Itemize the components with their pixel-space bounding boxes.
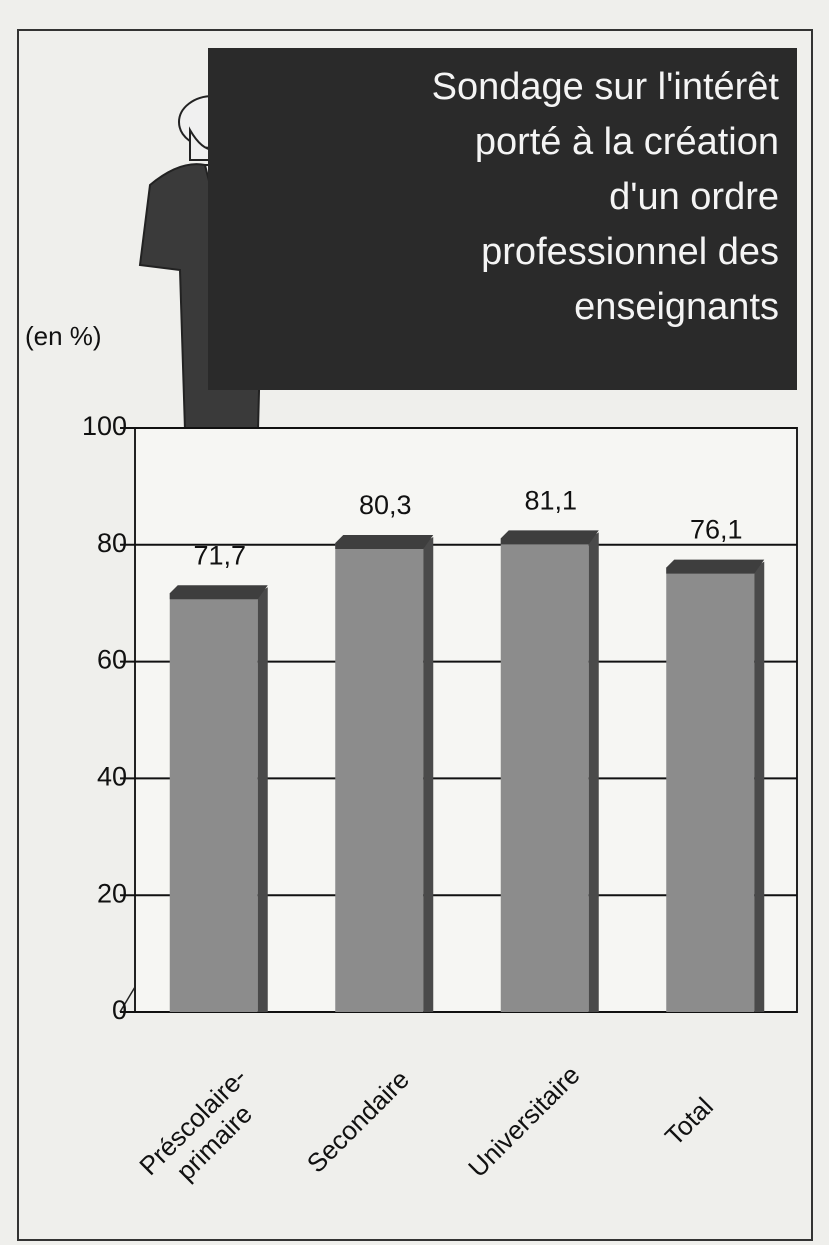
bar-side	[589, 532, 599, 1012]
bar-top	[335, 535, 433, 549]
chart-title: Sondage sur l'intérêt porté à la créatio…	[208, 48, 797, 390]
bar-side	[258, 587, 268, 1012]
y-tick-label: 80	[97, 528, 127, 558]
bar-top	[501, 530, 599, 544]
bar	[170, 593, 258, 1012]
y-tick-label: 40	[97, 762, 127, 792]
value-label: 81,1	[524, 486, 577, 516]
y-tick-label: 20	[97, 878, 127, 908]
y-tick-label: 100	[82, 411, 127, 441]
bar	[666, 568, 754, 1012]
y-tick-label: 0	[112, 995, 127, 1025]
value-label: 71,7	[193, 540, 246, 570]
value-label: 80,3	[359, 490, 412, 520]
bar-side	[754, 562, 764, 1012]
value-label: 76,1	[690, 515, 743, 545]
bar-side	[423, 537, 433, 1012]
y-axis-label: (en %)	[25, 321, 102, 351]
bar	[335, 543, 423, 1012]
y-tick-label: 60	[97, 645, 127, 675]
bar-top	[170, 585, 268, 599]
bar	[501, 538, 589, 1012]
bar-top	[666, 560, 764, 574]
page: (en %) 0 20 40 60 80 100 71,7 80,3 81,1 76,1 Sond…	[0, 0, 829, 1245]
